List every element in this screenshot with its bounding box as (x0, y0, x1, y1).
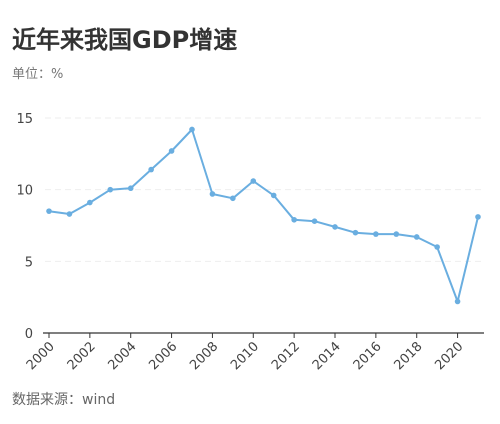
data-point-2007 (189, 126, 195, 133)
data-point-2001 (66, 211, 73, 217)
x-tick-label-2006: 2006 (146, 339, 180, 373)
x-tick-label-2002: 2002 (65, 339, 99, 373)
data-point-2004 (127, 185, 134, 192)
x-tick-label-2018: 2018 (392, 339, 426, 373)
x-tick-labels: 2000 2002 2004 2006 2008 2010 2012 2014 2016 2018… (24, 339, 467, 373)
data-point-2017 (393, 231, 400, 237)
series-line (48, 128, 479, 303)
data-point-2021 (475, 214, 481, 220)
data-point-2018 (413, 234, 420, 240)
x-tick-label-2008: 2008 (187, 339, 221, 373)
x-tick-label-2014: 2014 (310, 339, 344, 373)
data-point-2003 (107, 186, 114, 193)
data-point-2005 (148, 166, 154, 173)
data-point-2008 (209, 191, 216, 197)
data-point-2009 (230, 195, 236, 202)
data-point-2016 (373, 231, 379, 237)
data-point-2020 (454, 298, 461, 305)
data-point-2012 (291, 216, 297, 223)
x-axis (43, 332, 484, 338)
data-point-2015 (352, 229, 359, 236)
y-tick-label-15: 15 (16, 112, 33, 127)
x-tick-label-2010: 2010 (228, 339, 262, 373)
data-point-2006 (168, 148, 175, 154)
x-tick-label-2012: 2012 (269, 339, 303, 373)
series-points (46, 126, 481, 305)
x-tick-label-2020: 2020 (432, 339, 466, 373)
x-tick-label-2016: 2016 (351, 339, 385, 373)
chart-title: 近年来我国GDP增速 (12, 26, 238, 54)
data-point-2014 (332, 224, 338, 230)
data-point-2002 (87, 199, 93, 206)
data-point-2000 (46, 208, 52, 214)
data-point-2010 (250, 178, 257, 184)
y-tick-label-10: 10 (16, 184, 33, 199)
series-line-0 (48, 128, 479, 303)
data-point-2019 (434, 244, 440, 250)
y-tick-labels: 0 5 10 15 (16, 112, 33, 342)
y-tick-label-0: 0 (25, 327, 33, 342)
x-tick-label-2000: 2000 (24, 339, 58, 373)
unit-label: 单位：% (12, 67, 64, 82)
x-tick-label-2004: 2004 (106, 339, 140, 373)
source-label: 数据来源：wind (12, 392, 116, 408)
y-tick-label-5: 5 (25, 255, 33, 270)
data-point-2013 (311, 218, 318, 224)
data-point-2011 (270, 192, 277, 199)
